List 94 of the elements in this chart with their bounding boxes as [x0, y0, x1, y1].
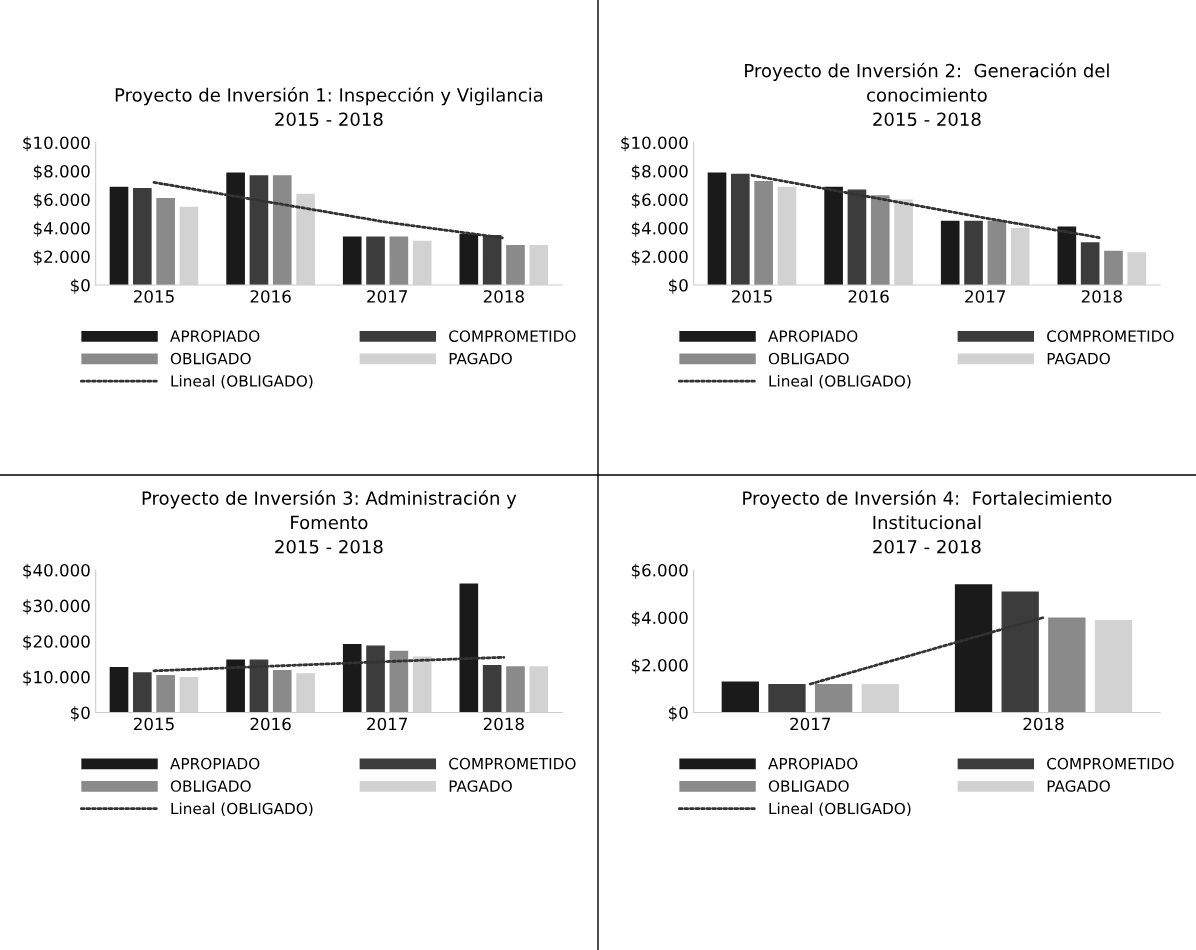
y-tick-label: $0	[70, 278, 90, 294]
x-tick-label: 2015	[134, 717, 174, 731]
x-tick-label: 2015	[732, 290, 772, 303]
x-tick-label: 2017	[790, 717, 831, 731]
bar	[768, 684, 806, 713]
y-tick-label: $10.000	[23, 136, 90, 152]
legend-label: Lineal (OBLIGADO)	[171, 374, 313, 389]
bar	[459, 233, 479, 285]
bar	[156, 675, 175, 713]
chart-title: Proyecto de Inversión 2: Generación del conocimiento 2015 - 2018	[745, 62, 1109, 127]
legend-label: Lineal (OBLIGADO)	[769, 374, 911, 389]
y-tick-label: $6.000	[631, 193, 688, 209]
x-tick-label: 2018	[1081, 290, 1122, 303]
legend-label: PAGADO	[1047, 352, 1110, 365]
y-tick-label: $8.000	[631, 164, 688, 180]
bar	[814, 684, 853, 713]
bar	[1048, 617, 1086, 713]
y-tick-label: $30.000	[23, 599, 90, 615]
legend-label: OBLIGADO	[170, 780, 251, 792]
bar	[133, 672, 152, 713]
bar	[272, 670, 292, 713]
bar	[482, 665, 502, 713]
legend-label: PAGADO	[449, 780, 512, 792]
bar	[389, 650, 409, 713]
y-tick-label: $20.000	[23, 634, 90, 651]
bar	[366, 236, 385, 285]
bar	[506, 666, 525, 713]
bar	[754, 180, 773, 285]
x-tick-label: 2018	[1023, 717, 1064, 731]
y-tick-label: $2.000	[631, 250, 688, 266]
bar	[1104, 250, 1123, 285]
bar	[987, 220, 1007, 285]
bar	[1080, 242, 1100, 285]
y-tick-label: $4.000	[33, 221, 90, 237]
bar	[940, 220, 960, 285]
x-tick-label: 2016	[848, 290, 889, 303]
legend-label: Lineal (OBLIGADO)	[171, 802, 313, 817]
x-tick-label: 2017	[367, 717, 407, 731]
bar	[133, 188, 152, 285]
legend-label: COMPROMETIDO	[449, 757, 576, 770]
y-tick-label: $6.000	[631, 563, 688, 579]
bar	[342, 644, 362, 713]
legend-label: PAGADO	[449, 352, 512, 365]
bar	[226, 172, 245, 285]
bar	[964, 220, 983, 285]
legend-label: APROPIADO	[768, 757, 858, 770]
x-tick-label: 2017	[367, 290, 407, 303]
legend-label: PAGADO	[1047, 780, 1110, 792]
x-tick-label: 2015	[134, 290, 174, 303]
chart-title: Proyecto de Inversión 1: Inspección y Vigilancia 2015 - 2018	[115, 87, 543, 127]
legend-label: OBLIGADO	[768, 352, 849, 365]
bar	[721, 681, 759, 713]
bar	[1057, 226, 1077, 285]
bar	[226, 659, 245, 713]
y-tick-label: $40.000	[23, 563, 90, 579]
bar	[109, 666, 129, 713]
x-tick-label: 2018	[483, 290, 524, 303]
y-tick-label: $10.000	[621, 136, 688, 152]
y-tick-label: $2.000	[631, 658, 688, 674]
legend-label: OBLIGADO	[768, 780, 849, 792]
chart-title: Proyecto de Inversión 4: Fortalecimiento Institucional 2017 - 2018	[743, 490, 1112, 554]
bar	[272, 175, 292, 285]
bar	[459, 583, 479, 713]
y-tick-label: $0	[668, 278, 688, 294]
x-tick-label: 2016	[250, 290, 291, 303]
bar	[506, 245, 525, 285]
legend-label: APROPIADO	[170, 330, 260, 342]
legend-label: COMPROMETIDO	[1047, 757, 1174, 770]
x-tick-label: 2016	[250, 717, 291, 731]
bar	[954, 584, 993, 713]
y-tick-label: $6.000	[33, 193, 90, 209]
y-tick-label: $0	[668, 706, 688, 722]
bar	[870, 195, 890, 285]
x-tick-label: 2018	[483, 717, 524, 731]
bar	[109, 186, 129, 285]
legend-label: APROPIADO	[170, 757, 260, 770]
bar	[707, 172, 727, 285]
legend-label: OBLIGADO	[170, 352, 251, 365]
legend-label: COMPROMETIDO	[1047, 330, 1174, 342]
y-tick-label: $4.000	[631, 611, 688, 627]
x-tick-label: 2017	[965, 290, 1005, 303]
bar	[156, 198, 175, 285]
legend-label: APROPIADO	[768, 330, 858, 342]
chart-title: Proyecto de Inversión 3: Administración y Fomento 2015 - 2018	[142, 490, 517, 554]
bar	[824, 186, 843, 285]
y-tick-label: $10.000	[23, 670, 90, 686]
y-tick-label: $8.000	[33, 164, 90, 180]
legend-label: Lineal (OBLIGADO)	[769, 802, 911, 817]
legend-label: COMPROMETIDO	[449, 330, 576, 342]
y-tick-label: $2.000	[33, 250, 90, 266]
bar	[389, 236, 409, 285]
y-tick-label: $4.000	[631, 221, 688, 237]
y-tick-label: $0	[70, 706, 90, 722]
bar	[342, 236, 362, 285]
